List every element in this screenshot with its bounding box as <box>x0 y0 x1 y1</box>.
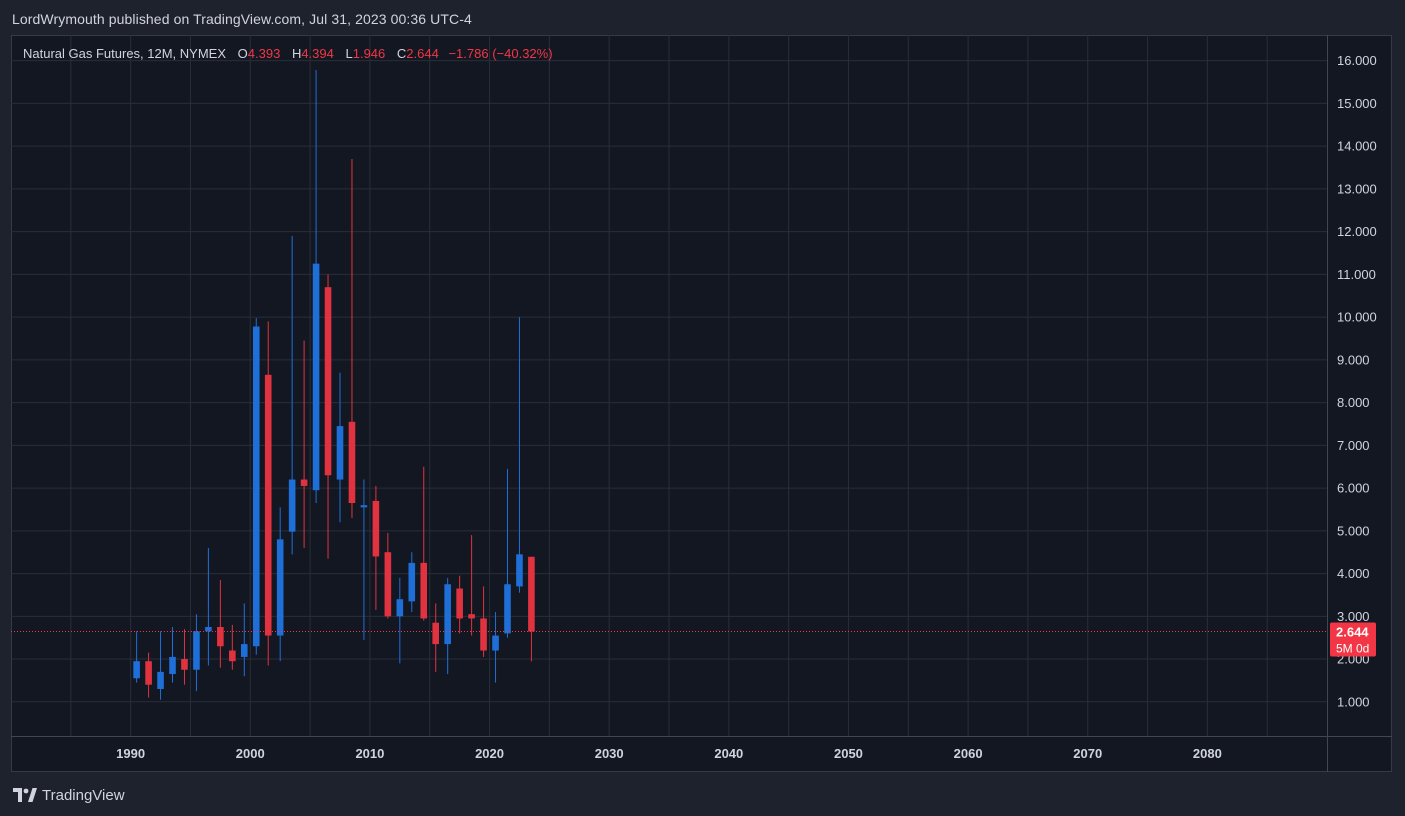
price-axis[interactable]: 1.0002.0003.0004.0005.0006.0007.0008.000… <box>1337 53 1377 709</box>
close-label: C <box>396 46 407 61</box>
price-tick-label: 8.000 <box>1337 395 1370 410</box>
open-value: 4.393 <box>247 46 281 61</box>
price-tag-value: 2.644 <box>1336 625 1369 640</box>
price-tag-background <box>1330 622 1376 657</box>
close-value: 2.644 <box>406 46 439 61</box>
symbol-name[interactable]: Natural Gas Futures, 12M, NYMEX <box>23 46 227 61</box>
candlestick-chart[interactable]: 1.0002.0003.0004.0005.0006.0007.0008.000… <box>11 35 1392 772</box>
candle-body <box>408 562 416 602</box>
candle-body <box>181 659 188 670</box>
time-tick-label: 2070 <box>1073 746 1102 761</box>
candle-body <box>276 539 284 636</box>
last-price-line: 2.644 5M 0d <box>11 622 1376 657</box>
price-tick-label: 15.000 <box>1337 96 1377 111</box>
candle-body <box>480 618 487 651</box>
candle-body <box>133 661 140 679</box>
change-value: −1.786 (−40.32%) <box>448 46 553 61</box>
candle-body <box>169 656 176 675</box>
price-tick-label: 5.000 <box>1337 523 1370 538</box>
candle-body <box>348 421 356 504</box>
time-tick-label: 2030 <box>595 746 624 761</box>
candle-body <box>205 627 212 632</box>
time-axis[interactable]: 1990 2000 2010 2020 2030 2040 2050 2060 2070 2080 <box>116 746 1222 761</box>
time-tick-label: 2010 <box>355 746 384 761</box>
price-tick-label: 6.000 <box>1337 481 1370 496</box>
candle-body <box>240 644 248 657</box>
time-tick-label: 2060 <box>954 746 983 761</box>
candle-body <box>456 588 463 619</box>
open-label: O <box>237 46 248 61</box>
candle-body <box>516 554 523 587</box>
footer-bar <box>0 772 1405 816</box>
published-line: LordWrymouth published on TradingView.co… <box>12 11 472 27</box>
grid <box>11 35 1327 736</box>
symbol-legend[interactable]: Natural Gas Futures, 12M, NYMEX O4.393 H… <box>23 46 553 61</box>
axes <box>11 35 1392 772</box>
candle-body <box>252 326 260 647</box>
price-tick-label: 11.000 <box>1337 267 1376 282</box>
candle-body <box>528 556 535 632</box>
low-label: L <box>345 46 353 61</box>
time-tick-label: 2020 <box>475 746 504 761</box>
high-label: H <box>291 46 302 61</box>
low-value: 1.946 <box>352 46 386 61</box>
candle-body <box>468 614 475 619</box>
time-tick-label: 1990 <box>116 746 145 761</box>
candle-body <box>264 374 272 636</box>
candle-body <box>324 287 332 476</box>
candle-body <box>336 426 344 480</box>
high-value: 4.394 <box>301 46 334 61</box>
price-tick-label: 1.000 <box>1337 694 1370 709</box>
candle-body <box>432 622 440 645</box>
tradingview-logo-icon <box>13 788 37 802</box>
price-tick-label: 16.000 <box>1337 53 1377 68</box>
candle-body <box>492 635 499 651</box>
candle-body <box>396 599 404 617</box>
candle-body <box>300 479 308 486</box>
candle-body <box>229 650 236 662</box>
candle-body <box>372 500 380 557</box>
candle-body <box>420 562 428 619</box>
header-bar: LordWrymouth published on TradingView.co… <box>0 0 1405 36</box>
time-tick-label: 2040 <box>714 746 743 761</box>
candle-body <box>444 584 451 645</box>
price-tag-countdown: 5M 0d <box>1336 642 1369 656</box>
tradingview-logo[interactable]: TradingView <box>13 786 125 804</box>
price-tick-label: 3.000 <box>1337 609 1370 624</box>
candle-body <box>193 631 200 670</box>
price-tick-label: 14.000 <box>1337 139 1377 154</box>
price-tick-label: 4.000 <box>1337 566 1370 581</box>
candle-body <box>312 263 320 491</box>
time-tick-label: 2000 <box>236 746 265 761</box>
candle-body <box>288 479 296 532</box>
time-tick-label: 2050 <box>834 746 863 761</box>
tradingview-brand: TradingView <box>42 786 125 804</box>
price-tick-label: 9.000 <box>1337 352 1370 367</box>
price-tick-label: 7.000 <box>1337 438 1370 453</box>
candle-body <box>384 552 392 617</box>
time-tick-label: 2080 <box>1193 746 1222 761</box>
candles <box>133 70 535 700</box>
candle-body <box>145 661 152 685</box>
candle-body <box>217 627 224 647</box>
candle-body <box>157 671 164 689</box>
price-tick-label: 13.000 <box>1337 181 1377 196</box>
candle-body <box>360 505 368 508</box>
price-tick-label: 10.000 <box>1337 310 1377 325</box>
price-tick-label: 12.000 <box>1337 224 1377 239</box>
candle-body <box>504 584 511 634</box>
